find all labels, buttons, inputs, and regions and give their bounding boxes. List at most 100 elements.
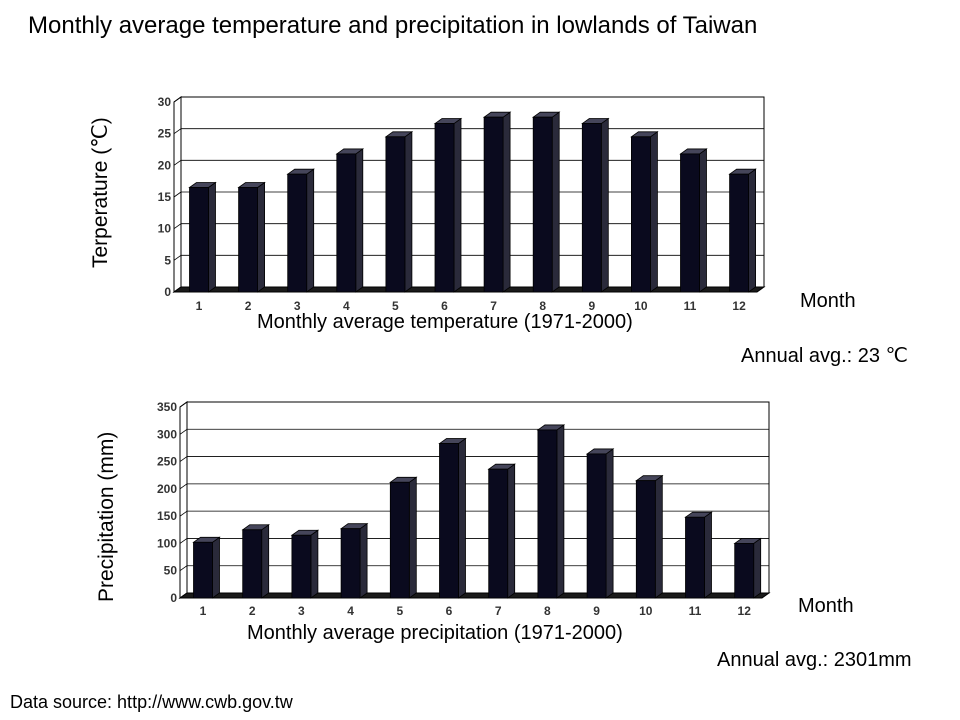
y-tick-label: 150 xyxy=(157,509,177,523)
x-tick-label: 9 xyxy=(593,604,600,618)
bar-front xyxy=(734,543,755,599)
bar xyxy=(433,117,463,293)
gridline-side xyxy=(179,428,188,435)
y-tick-label: 10 xyxy=(158,222,172,236)
precipitation-x-axis-label: Month xyxy=(798,595,854,617)
gridline-side xyxy=(173,255,182,261)
precipitation-chart-title: Monthly average precipitation (1971-2000… xyxy=(247,622,623,644)
bar-side xyxy=(654,474,663,599)
gridline-side xyxy=(179,565,188,572)
bar xyxy=(339,522,369,599)
bar-front xyxy=(439,443,459,599)
bar-side xyxy=(453,117,462,293)
bar xyxy=(733,537,762,599)
bar-front xyxy=(389,481,410,599)
bar-front xyxy=(537,429,558,599)
x-tick-label: 2 xyxy=(249,604,256,618)
temperature-annual-average: Annual avg.: 23 ℃ xyxy=(741,345,909,367)
bar xyxy=(684,511,713,599)
bar xyxy=(438,437,467,599)
y-tick-label: 25 xyxy=(158,127,172,141)
x-tick-label: 1 xyxy=(200,604,207,618)
gridline-side xyxy=(173,128,182,134)
bar-front xyxy=(532,116,553,293)
bar xyxy=(630,131,659,293)
bar-front xyxy=(680,153,700,293)
y-tick-label: 300 xyxy=(157,427,177,441)
x-tick-label: 7 xyxy=(495,604,502,618)
y-tick-label: 30 xyxy=(158,95,172,109)
plot-back-wall xyxy=(186,401,770,594)
bar-side xyxy=(355,148,364,293)
y-tick-label: 200 xyxy=(157,482,177,496)
gridline-side xyxy=(179,538,188,544)
bar-front xyxy=(336,153,357,293)
x-tick-label: 2 xyxy=(245,299,252,313)
bar-front xyxy=(434,123,455,293)
x-tick-label: 4 xyxy=(347,604,354,618)
bar xyxy=(237,181,266,293)
bar-front xyxy=(631,136,651,293)
bar-side xyxy=(551,111,560,293)
bar xyxy=(531,111,561,293)
gridline-side xyxy=(179,401,188,408)
x-tick-label: 11 xyxy=(684,299,697,313)
bar-front xyxy=(385,136,406,293)
bar-side xyxy=(257,181,266,293)
page-title: Monthly average temperature and precipit… xyxy=(28,12,758,39)
x-tick-label: 3 xyxy=(294,299,301,313)
bar-side xyxy=(408,476,417,599)
temperature-x-axis-label: Month xyxy=(800,290,856,312)
bar-front xyxy=(189,187,209,293)
bar xyxy=(188,181,217,293)
bar-front xyxy=(729,173,749,293)
bar-front xyxy=(685,516,705,599)
bar xyxy=(487,463,516,599)
x-tick-label: 11 xyxy=(689,604,702,618)
gridline-side xyxy=(179,510,188,517)
x-tick-label: 6 xyxy=(441,299,448,313)
bar xyxy=(536,424,566,599)
y-tick-label: 100 xyxy=(157,536,177,550)
gridline-side xyxy=(179,456,188,462)
x-tick-label: 12 xyxy=(738,604,752,618)
gridline-side xyxy=(179,483,188,490)
bar xyxy=(389,476,418,599)
bar-side xyxy=(208,181,216,293)
bar-front xyxy=(586,453,607,599)
temperature-chart-title: Monthly average temperature (1971-2000) xyxy=(257,311,633,333)
x-tick-label: 10 xyxy=(634,299,648,313)
y-tick-label: 0 xyxy=(170,591,177,605)
x-tick-label: 10 xyxy=(639,604,653,618)
x-tick-label: 9 xyxy=(588,299,595,313)
bar-side xyxy=(359,522,368,599)
bar-front xyxy=(581,123,602,293)
plot-floor xyxy=(172,286,766,293)
gridline-side xyxy=(173,191,182,198)
y-tick-label: 5 xyxy=(164,253,171,267)
bar-side xyxy=(650,131,658,293)
y-tick-label: 350 xyxy=(157,400,177,414)
bar-side xyxy=(502,111,511,293)
temperature-y-axis-label: Terperature (℃) xyxy=(89,117,112,268)
bar-front xyxy=(635,480,656,599)
bar-side xyxy=(261,524,270,599)
bar-side xyxy=(600,117,609,293)
bar-side xyxy=(748,168,756,293)
bar xyxy=(635,474,664,599)
x-tick-label: 12 xyxy=(732,299,746,313)
bar-front xyxy=(291,534,312,599)
data-source: Data source: http://www.cwb.gov.tw xyxy=(10,692,293,712)
bar xyxy=(192,536,221,599)
bar-front xyxy=(242,529,263,599)
bar-side xyxy=(699,148,707,293)
bar-side xyxy=(306,168,315,293)
bar xyxy=(286,168,315,293)
bar-front xyxy=(238,187,259,293)
x-tick-label: 6 xyxy=(446,604,453,618)
gridline-side xyxy=(173,96,182,103)
bar-front xyxy=(483,116,504,293)
bar xyxy=(679,148,708,293)
